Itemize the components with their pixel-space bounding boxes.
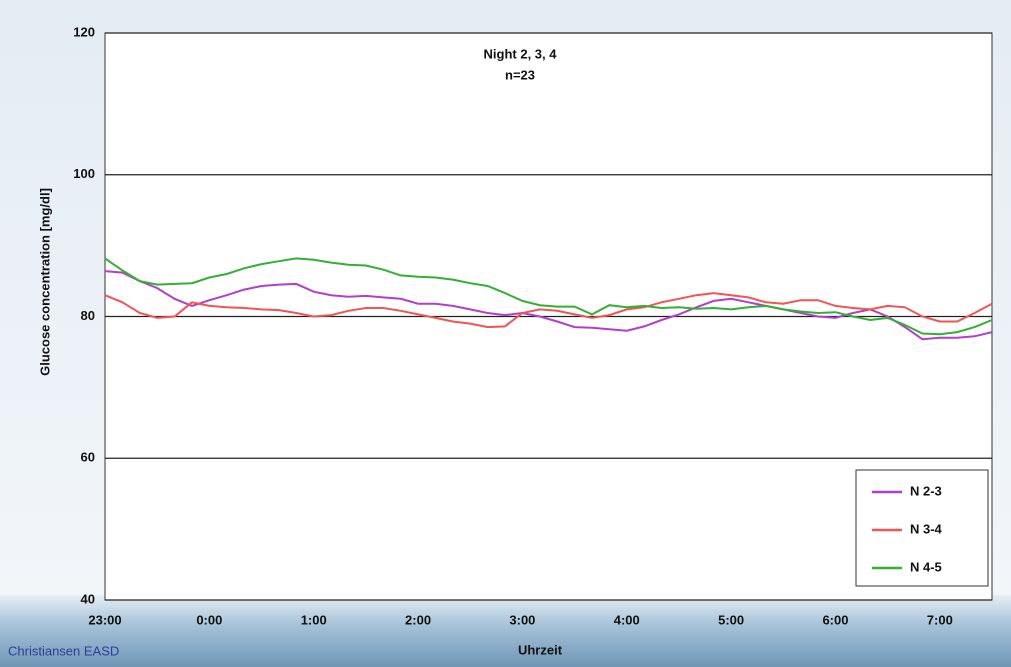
y-axis-label: Glucose concentration [mg/dl] xyxy=(37,188,52,376)
series-line xyxy=(104,257,993,336)
legend-label: N 2-3 xyxy=(910,483,942,498)
y-tick-label: 80 xyxy=(81,308,95,323)
x-axis-label: Uhrzeit xyxy=(518,642,563,657)
ice-strip xyxy=(0,595,1011,667)
legend-label: N 4-5 xyxy=(910,559,942,574)
y-tick-label: 100 xyxy=(73,166,95,181)
y-tick-label: 120 xyxy=(73,24,95,39)
legend-label: N 3-4 xyxy=(910,521,943,536)
x-tick-label: 3:00 xyxy=(509,612,535,627)
series-line xyxy=(104,292,993,329)
x-tick-label: 1:00 xyxy=(301,612,327,627)
x-tick-label: 5:00 xyxy=(718,612,744,627)
series-line xyxy=(104,270,993,341)
x-tick-label: 23:00 xyxy=(88,612,121,627)
y-tick-label: 60 xyxy=(81,450,95,465)
y-tick-label: 40 xyxy=(81,591,95,606)
x-tick-label: 0:00 xyxy=(196,612,222,627)
chart-subtitle: n=23 xyxy=(505,67,535,82)
chart-title: Night 2, 3, 4 xyxy=(484,46,558,61)
legend-box xyxy=(855,469,989,587)
x-tick-label: 4:00 xyxy=(614,612,640,627)
x-tick-label: 6:00 xyxy=(822,612,848,627)
footer: Christiansen EASD xyxy=(8,643,119,658)
x-tick-label: 7:00 xyxy=(927,612,953,627)
x-tick-label: 2:00 xyxy=(405,612,431,627)
